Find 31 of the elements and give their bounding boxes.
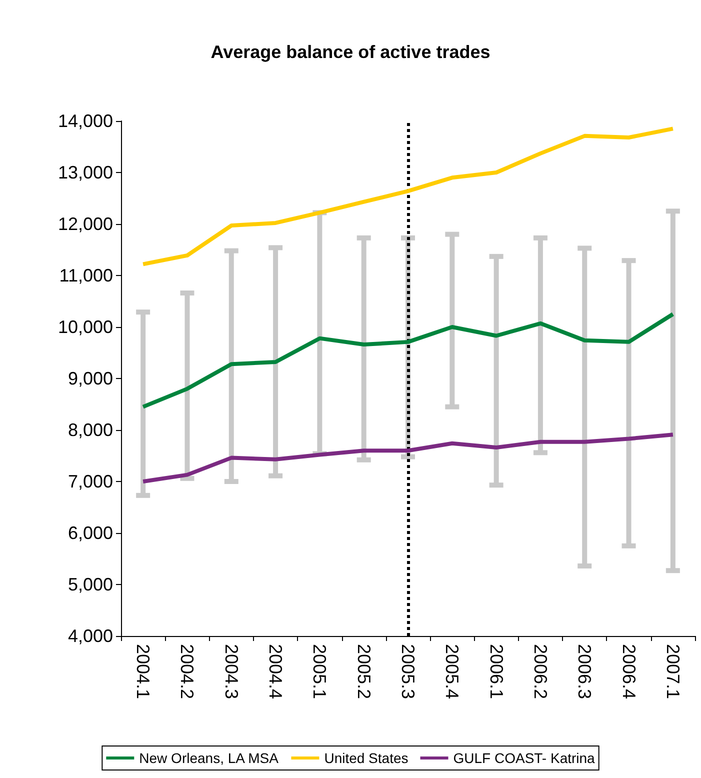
legend-label: United States bbox=[324, 750, 408, 766]
y-tick-label: 12,000 bbox=[58, 214, 113, 234]
x-tick-label: 2005.2 bbox=[354, 644, 374, 700]
x-tick-label: 2004.1 bbox=[133, 644, 154, 700]
y-tick-label: 11,000 bbox=[59, 266, 113, 286]
x-tick-label: 2006.1 bbox=[486, 644, 506, 700]
y-tick-label: 7,000 bbox=[68, 472, 113, 492]
x-tick-label: 2005.1 bbox=[310, 644, 330, 700]
x-tick-label: 2006.2 bbox=[530, 644, 550, 700]
y-tick-label: 6,000 bbox=[68, 523, 113, 543]
x-tick-label: 2006.4 bbox=[618, 644, 639, 700]
x-tick-label: 2004.3 bbox=[221, 644, 242, 700]
x-tick-label: 2005.3 bbox=[398, 644, 418, 700]
y-tick-label: 9,000 bbox=[68, 368, 113, 388]
legend-label: GULF COAST- Katrina bbox=[453, 750, 596, 766]
y-tick-label: 13,000 bbox=[58, 162, 113, 182]
line-series bbox=[141, 312, 675, 409]
x-tick-label: 2005.4 bbox=[442, 644, 462, 700]
legend-label: New Orleans, LA MSA bbox=[139, 750, 280, 766]
x-tick-label: 2006.3 bbox=[574, 644, 595, 700]
line-series bbox=[141, 432, 675, 484]
x-tick-label: 2007.1 bbox=[662, 644, 683, 700]
x-tick-label: 2004.2 bbox=[177, 644, 198, 700]
y-tick-label: 10,000 bbox=[58, 317, 113, 337]
y-tick-label: 8,000 bbox=[68, 420, 113, 440]
line-series bbox=[141, 126, 675, 266]
chart-title: Average balance of active trades bbox=[210, 42, 490, 62]
y-tick-label: 5,000 bbox=[68, 574, 113, 594]
y-tick-label: 14,000 bbox=[58, 111, 113, 131]
x-tick-label: 2004.4 bbox=[266, 644, 286, 700]
y-tick-label: 4,000 bbox=[68, 626, 113, 646]
